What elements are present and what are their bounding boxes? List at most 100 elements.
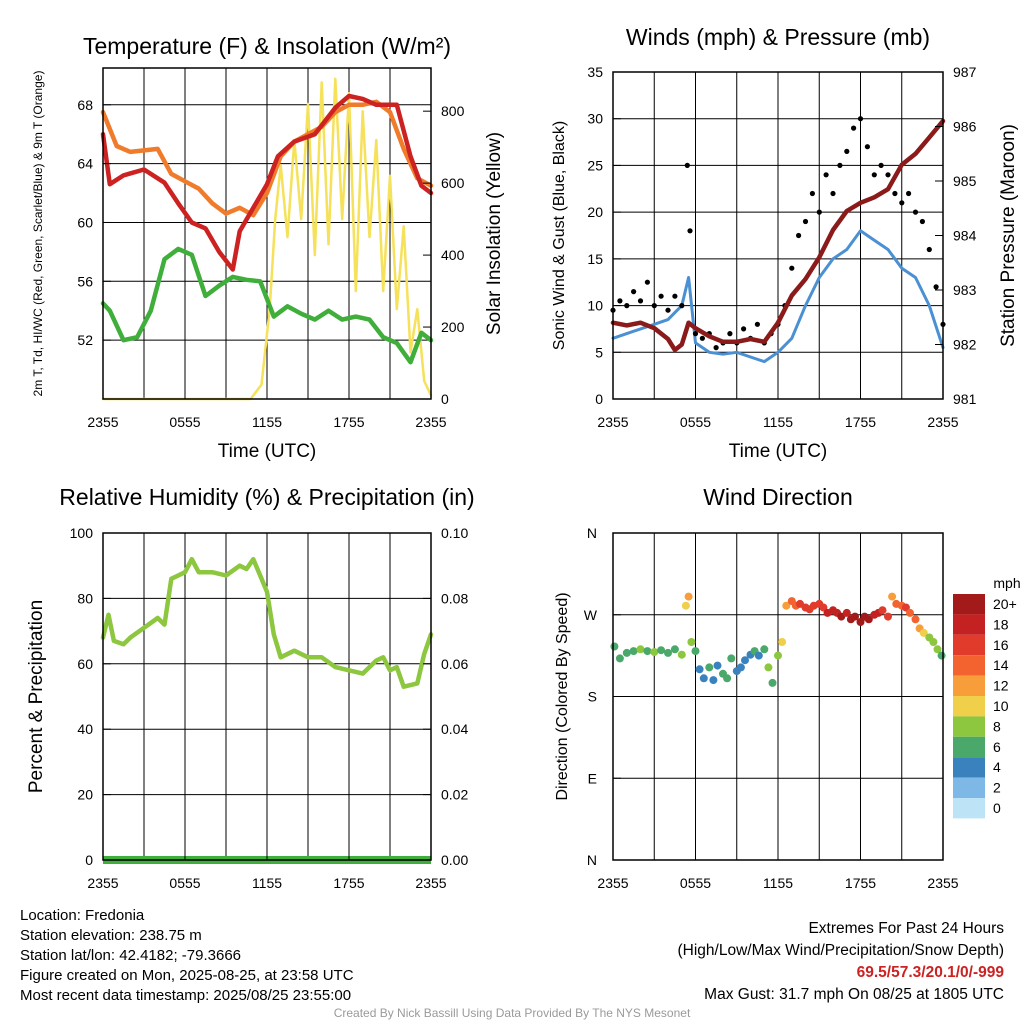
extremes-values: 69.5/57.3/20.1/0/-999 bbox=[856, 964, 1004, 981]
y2-tick-label: 0.04 bbox=[441, 721, 468, 737]
x-tick-label: 1155 bbox=[252, 875, 282, 891]
x-tick-label: 2355 bbox=[597, 875, 628, 891]
direction-point bbox=[778, 638, 787, 646]
station-location: Location: Fredonia bbox=[20, 907, 145, 924]
x-tick-label: 2355 bbox=[927, 414, 958, 430]
gust-point bbox=[851, 125, 857, 131]
direction-point bbox=[629, 647, 638, 656]
y-tick-label: 35 bbox=[587, 64, 603, 80]
gust-point bbox=[878, 162, 884, 168]
x-tick-label: 1155 bbox=[252, 414, 282, 430]
gust-point bbox=[816, 209, 822, 215]
direction-point bbox=[888, 592, 897, 601]
direction-point bbox=[650, 648, 659, 656]
series-sonic-wind bbox=[611, 229, 945, 364]
direction-point bbox=[695, 665, 704, 674]
y-tick-label: 30 bbox=[587, 111, 603, 127]
y-tick-label: 80 bbox=[77, 590, 93, 606]
x-tick-label: 2355 bbox=[87, 875, 118, 891]
x-tick-label: 1755 bbox=[333, 875, 364, 891]
y2-tick-label: 981 bbox=[953, 391, 977, 407]
gust-point bbox=[665, 307, 671, 313]
y2-tick-label: 0.02 bbox=[441, 787, 468, 803]
legend-swatch bbox=[953, 757, 985, 778]
gust-point bbox=[802, 218, 809, 225]
direction-point bbox=[933, 645, 942, 654]
y-tick-label: N bbox=[587, 852, 597, 868]
gust-point bbox=[892, 190, 898, 197]
y2-tick-label: 600 bbox=[441, 175, 465, 191]
extremes-title: Extremes For Past 24 Hours bbox=[808, 920, 1004, 937]
legend-label: 16 bbox=[993, 637, 1009, 653]
station-info: Location: Fredonia Station elevation: 23… bbox=[20, 906, 354, 1006]
y2-axis-label: Solar Insolation (Yellow) bbox=[484, 132, 505, 335]
x-tick-label: 0555 bbox=[169, 414, 200, 430]
gust-point bbox=[741, 326, 747, 332]
series-2m-temperature bbox=[100, 93, 434, 272]
gust-point bbox=[864, 144, 871, 150]
series-relative-humidity bbox=[100, 556, 434, 689]
gust-point bbox=[926, 246, 932, 253]
y-tick-label: 0 bbox=[85, 852, 93, 868]
gust-point bbox=[727, 331, 733, 337]
legend-swatch bbox=[953, 777, 985, 798]
y2-tick-label: 0.06 bbox=[441, 656, 468, 672]
direction-point bbox=[699, 674, 708, 683]
direction-point bbox=[884, 612, 892, 621]
x-tick-label: 2355 bbox=[927, 875, 958, 891]
y-tick-label: 25 bbox=[587, 157, 603, 173]
direction-point bbox=[670, 645, 679, 654]
extremes-box: Extremes For Past 24 Hours (High/Low/Max… bbox=[678, 918, 1005, 1006]
direction-point bbox=[723, 674, 732, 683]
x-tick-label: 1155 bbox=[763, 414, 793, 430]
legend-title: mph bbox=[993, 575, 1020, 591]
gust-point bbox=[871, 172, 877, 178]
direction-point bbox=[636, 645, 645, 654]
direction-point bbox=[615, 654, 624, 663]
y2-tick-label: 0.00 bbox=[441, 852, 468, 868]
gust-point bbox=[631, 289, 637, 295]
legend-swatch bbox=[953, 716, 985, 737]
y2-tick-label: 987 bbox=[953, 64, 977, 80]
direction-point bbox=[684, 592, 693, 601]
gust-point bbox=[885, 172, 891, 178]
direction-point bbox=[736, 663, 745, 672]
y-tick-label: 64 bbox=[77, 156, 93, 172]
grid-lines-3 bbox=[143, 533, 391, 860]
direction-point bbox=[643, 647, 652, 656]
legend-swatch bbox=[953, 594, 985, 615]
direction-point bbox=[705, 663, 714, 672]
series-station-pressure bbox=[610, 118, 946, 353]
y-tick-label: 68 bbox=[77, 97, 93, 113]
extremes-subtitle: (High/Low/Max Wind/Precipitation/Snow De… bbox=[677, 942, 1005, 959]
direction-point bbox=[782, 601, 791, 610]
y2-tick-label: 986 bbox=[953, 119, 977, 135]
y-tick-label: W bbox=[584, 607, 598, 623]
legend-swatch bbox=[953, 675, 985, 696]
y2-tick-label: 200 bbox=[441, 319, 465, 335]
x-axis-label: Time (UTC) bbox=[729, 441, 828, 462]
y-tick-label: 20 bbox=[587, 204, 603, 220]
x-tick-label: 1755 bbox=[845, 414, 876, 430]
y2-tick-label: 0.10 bbox=[441, 525, 468, 541]
gust-point bbox=[823, 172, 829, 178]
gust-point bbox=[684, 162, 690, 168]
direction-point bbox=[741, 656, 749, 665]
legend-label: 8 bbox=[993, 718, 1001, 734]
legend-label: 12 bbox=[993, 678, 1009, 694]
direction-point bbox=[677, 650, 686, 659]
direction-point bbox=[774, 651, 782, 660]
gust-point bbox=[651, 303, 657, 309]
y-tick-label: 5 bbox=[595, 344, 603, 360]
gust-point bbox=[796, 232, 802, 239]
x-tick-label: 2355 bbox=[415, 875, 446, 891]
recent-timestamp: Most recent data timestamp: 2025/08/25 2… bbox=[20, 987, 352, 1004]
x-tick-label: 2355 bbox=[87, 414, 118, 430]
y-axis-label: Percent & Precipitation bbox=[26, 600, 47, 793]
y2-tick-label: 0.08 bbox=[441, 590, 468, 606]
gust-point bbox=[713, 345, 719, 351]
y-tick-label: E bbox=[588, 770, 597, 786]
station-elevation: Station elevation: 238.75 m bbox=[20, 927, 202, 944]
legend-label: 0 bbox=[993, 800, 1001, 816]
